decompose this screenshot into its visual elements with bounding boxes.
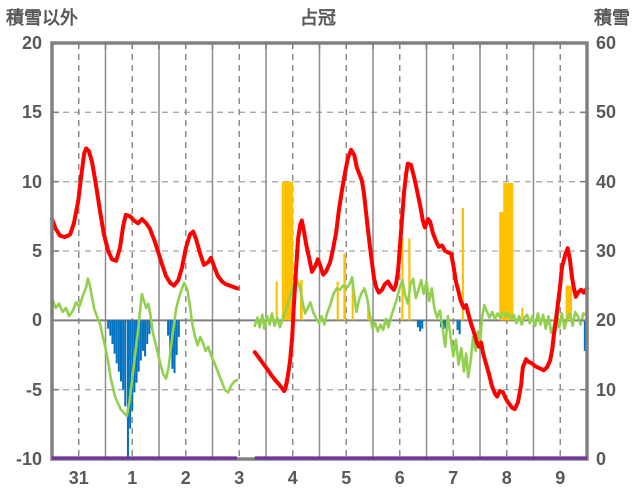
x-axis-tick-label: 2 xyxy=(180,468,191,488)
blue-bars-bar xyxy=(122,320,125,390)
right-axis-tick-label: 50 xyxy=(596,102,617,123)
left-axis-tick-label: 0 xyxy=(31,310,42,331)
x-axis-tick-label: 5 xyxy=(341,468,352,488)
green-line xyxy=(50,277,239,418)
blue-bars-bar xyxy=(124,320,127,407)
blue-bars-bar xyxy=(146,320,149,344)
left-axis-tick-label: 10 xyxy=(21,171,42,192)
blue-bars-bar xyxy=(177,320,180,337)
right-axis-tick-label: 30 xyxy=(596,241,617,261)
right-axis-tick-label: 0 xyxy=(596,449,607,469)
orange-bars-bar xyxy=(565,285,573,321)
red-line xyxy=(50,146,240,291)
x-axis-tick-label: 9 xyxy=(555,468,566,488)
orange-bars-bar xyxy=(275,281,278,321)
blue-bars-bar xyxy=(444,320,447,329)
blue-bars-bar xyxy=(113,320,116,354)
x-axis-tick-label: 8 xyxy=(501,468,512,488)
blue-bars-bar xyxy=(456,320,459,331)
right-axis-title: 積雪 xyxy=(594,8,630,28)
x-axis-tick-label: 1 xyxy=(127,468,138,488)
blue-bars-bar xyxy=(137,320,140,372)
blue-bars-bar xyxy=(139,320,142,361)
red-line xyxy=(252,147,589,412)
x-axis-tick-label: 4 xyxy=(287,468,298,488)
left-axis-tick-label: 20 xyxy=(21,33,42,53)
green-line xyxy=(253,275,588,379)
blue-bars-bar xyxy=(129,320,132,429)
left-axis-tick-label: -10 xyxy=(15,449,42,469)
blue-bars-bar xyxy=(109,320,112,336)
x-axis-tick-label: 6 xyxy=(394,468,405,488)
blue-bars-bar xyxy=(169,320,172,353)
blue-bars-bar xyxy=(144,320,147,357)
blue-bars-bar xyxy=(416,320,419,328)
left-axis-tick-label: 5 xyxy=(31,241,42,261)
right-axis-tick-label: 10 xyxy=(596,379,617,400)
left-axis-title: 積雪以外 xyxy=(6,8,78,28)
orange-bars-bar xyxy=(461,208,464,321)
right-axis-tick-label: 20 xyxy=(596,310,617,331)
blue-bars-bar xyxy=(107,320,110,329)
blue-bars-bar xyxy=(111,320,114,344)
orange-bars-bar xyxy=(503,183,514,321)
left-axis-tick-label: -5 xyxy=(25,379,42,400)
right-axis-tick-label: 60 xyxy=(596,33,617,53)
blue-bars-bar xyxy=(167,320,170,336)
blue-bars-bar xyxy=(115,320,118,364)
blue-bars-bar xyxy=(458,320,461,335)
blue-bars-bar xyxy=(126,320,129,458)
blue-bars-bar xyxy=(119,320,123,382)
orange-bars-bar xyxy=(351,280,354,321)
blue-bars-bar xyxy=(175,320,178,355)
blue-bars-bar xyxy=(131,320,134,411)
x-axis-tick-label: 7 xyxy=(448,468,459,488)
blue-bars-bar xyxy=(148,320,151,335)
right-axis-tick-label: 40 xyxy=(596,171,617,192)
blue-bars-bar xyxy=(419,320,422,332)
chart-title: 占冠 xyxy=(300,8,336,28)
orange-bars-bar xyxy=(408,238,411,321)
orange-bars-bar xyxy=(336,281,339,321)
orange-bars-bar xyxy=(499,212,504,321)
x-axis-tick-label: 31 xyxy=(68,468,89,488)
blue-bars-bar xyxy=(141,320,144,351)
orange-bars-bar xyxy=(281,181,294,321)
blue-bars-bar xyxy=(583,320,586,351)
left-axis-tick-label: 15 xyxy=(21,102,42,123)
orange-bars-bar xyxy=(521,307,524,321)
blue-bars-bar xyxy=(173,320,176,374)
blue-bars-bar xyxy=(421,320,424,329)
x-axis-tick-label: 3 xyxy=(234,468,245,488)
blue-bars-bar xyxy=(117,320,120,372)
